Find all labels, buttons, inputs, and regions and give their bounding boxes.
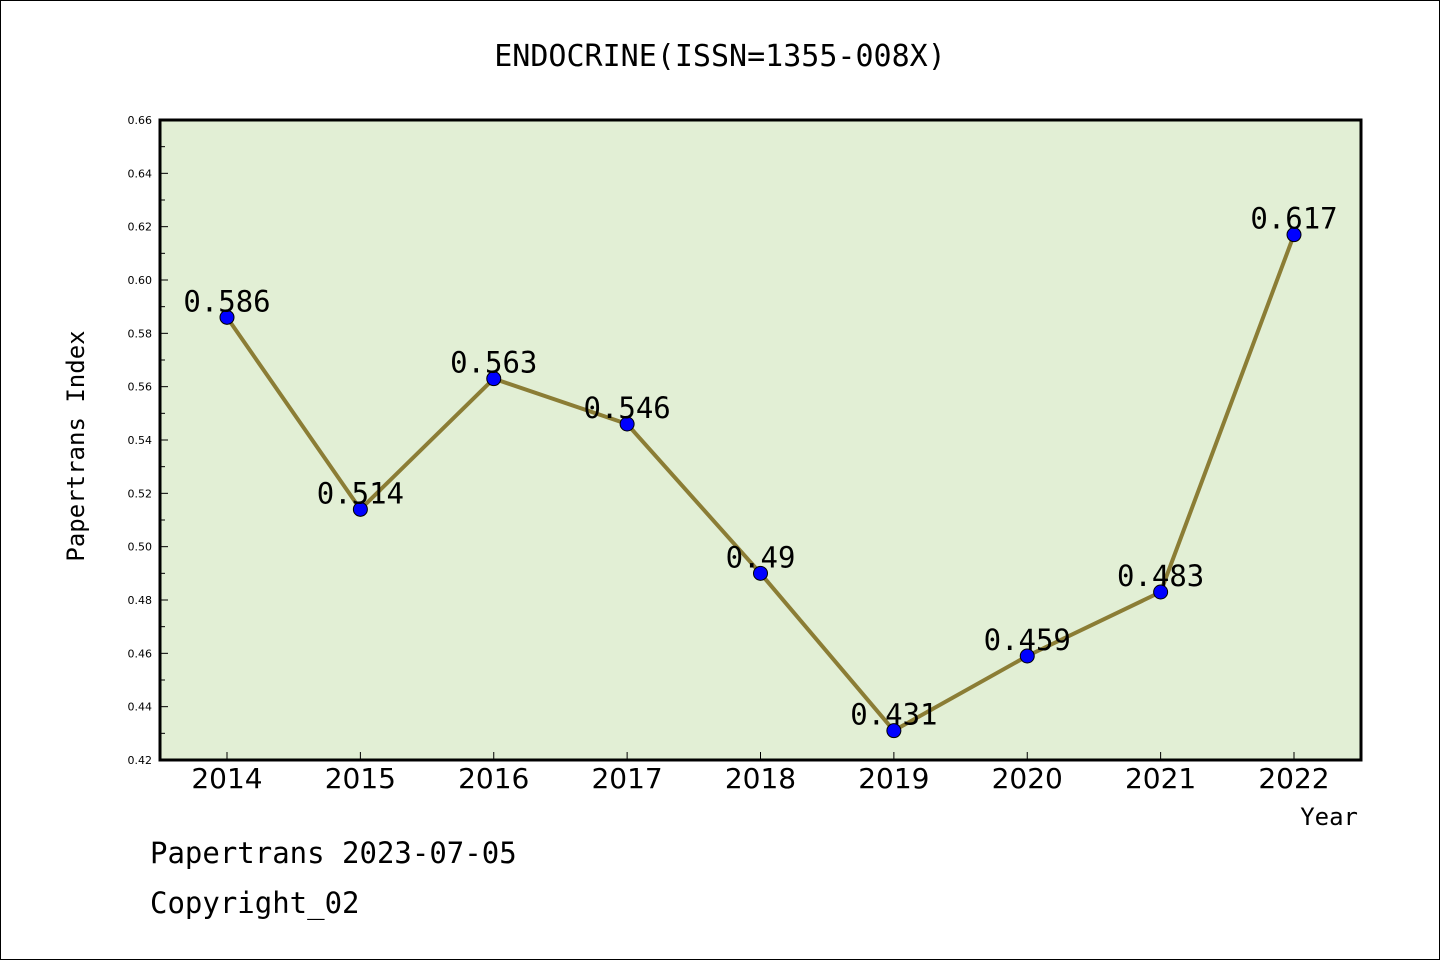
x-tick-label: 2017 — [591, 762, 662, 795]
y-tick-label: 0.62 — [128, 221, 153, 234]
data-point — [1153, 584, 1169, 600]
plot-area — [158, 118, 1363, 762]
y-tick-label: 0.54 — [128, 434, 153, 447]
y-tick-label: 0.46 — [128, 647, 153, 660]
data-label: 0.617 — [1250, 202, 1337, 236]
data-label: 0.546 — [583, 391, 670, 425]
data-point — [619, 416, 635, 432]
data-point — [886, 723, 902, 739]
y-axis-label: Papertrans Index — [62, 330, 90, 561]
data-point — [219, 309, 235, 325]
y-tick-label: 0.50 — [128, 541, 153, 554]
y-tick-label: 0.42 — [128, 754, 153, 767]
y-tick-label: 0.60 — [128, 274, 153, 287]
y-tick-label: 0.48 — [128, 594, 153, 607]
y-tick-label: 0.64 — [128, 167, 153, 180]
x-tick-label: 2020 — [992, 762, 1063, 795]
x-axis-label: Year — [1300, 803, 1358, 831]
data-label: 0.586 — [183, 284, 270, 318]
x-tick-label: 2016 — [458, 762, 529, 795]
y-tick-label: 0.44 — [128, 701, 153, 714]
data-label: 0.563 — [450, 346, 537, 380]
y-tick-label: 0.58 — [128, 327, 153, 340]
footer-date: Papertrans 2023-07-05 — [150, 836, 517, 870]
y-tick-label: 0.66 — [128, 114, 153, 127]
x-tick-label: 2021 — [1125, 762, 1196, 795]
data-label: 0.459 — [984, 623, 1071, 657]
data-label: 0.514 — [317, 476, 404, 510]
data-point — [352, 501, 368, 517]
x-axis: 2014 2015 2016 2017 2018 2019 2020 2021 2022 — [191, 752, 1330, 795]
data-point — [486, 371, 502, 387]
data-label: 0.49 — [726, 540, 796, 574]
x-tick-label: 2015 — [325, 762, 396, 795]
x-tick-label: 2022 — [1258, 762, 1329, 795]
y-axis: 0.42 0.44 0.46 0.48 0.50 0.52 0.54 0.56 0.58 0.60… — [128, 114, 168, 767]
data-point — [1019, 648, 1035, 664]
y-tick-label: 0.52 — [128, 487, 153, 500]
x-tick-label: 2019 — [858, 762, 929, 795]
data-series: 0.586 0.514 0.563 0.546 0.49 0.431 0.459 0.483 0… — [183, 202, 1338, 739]
data-label: 0.483 — [1117, 559, 1204, 593]
x-tick-label: 2018 — [725, 762, 796, 795]
footer-copyright: Copyright_02 — [150, 886, 360, 921]
chart-title: ENDOCRINE(ISSN=1355-008X) — [494, 39, 946, 74]
data-point — [1286, 227, 1302, 243]
data-label: 0.431 — [850, 698, 937, 732]
y-tick-label: 0.56 — [128, 381, 153, 394]
x-tick-label: 2014 — [191, 762, 262, 795]
data-point — [753, 565, 768, 581]
